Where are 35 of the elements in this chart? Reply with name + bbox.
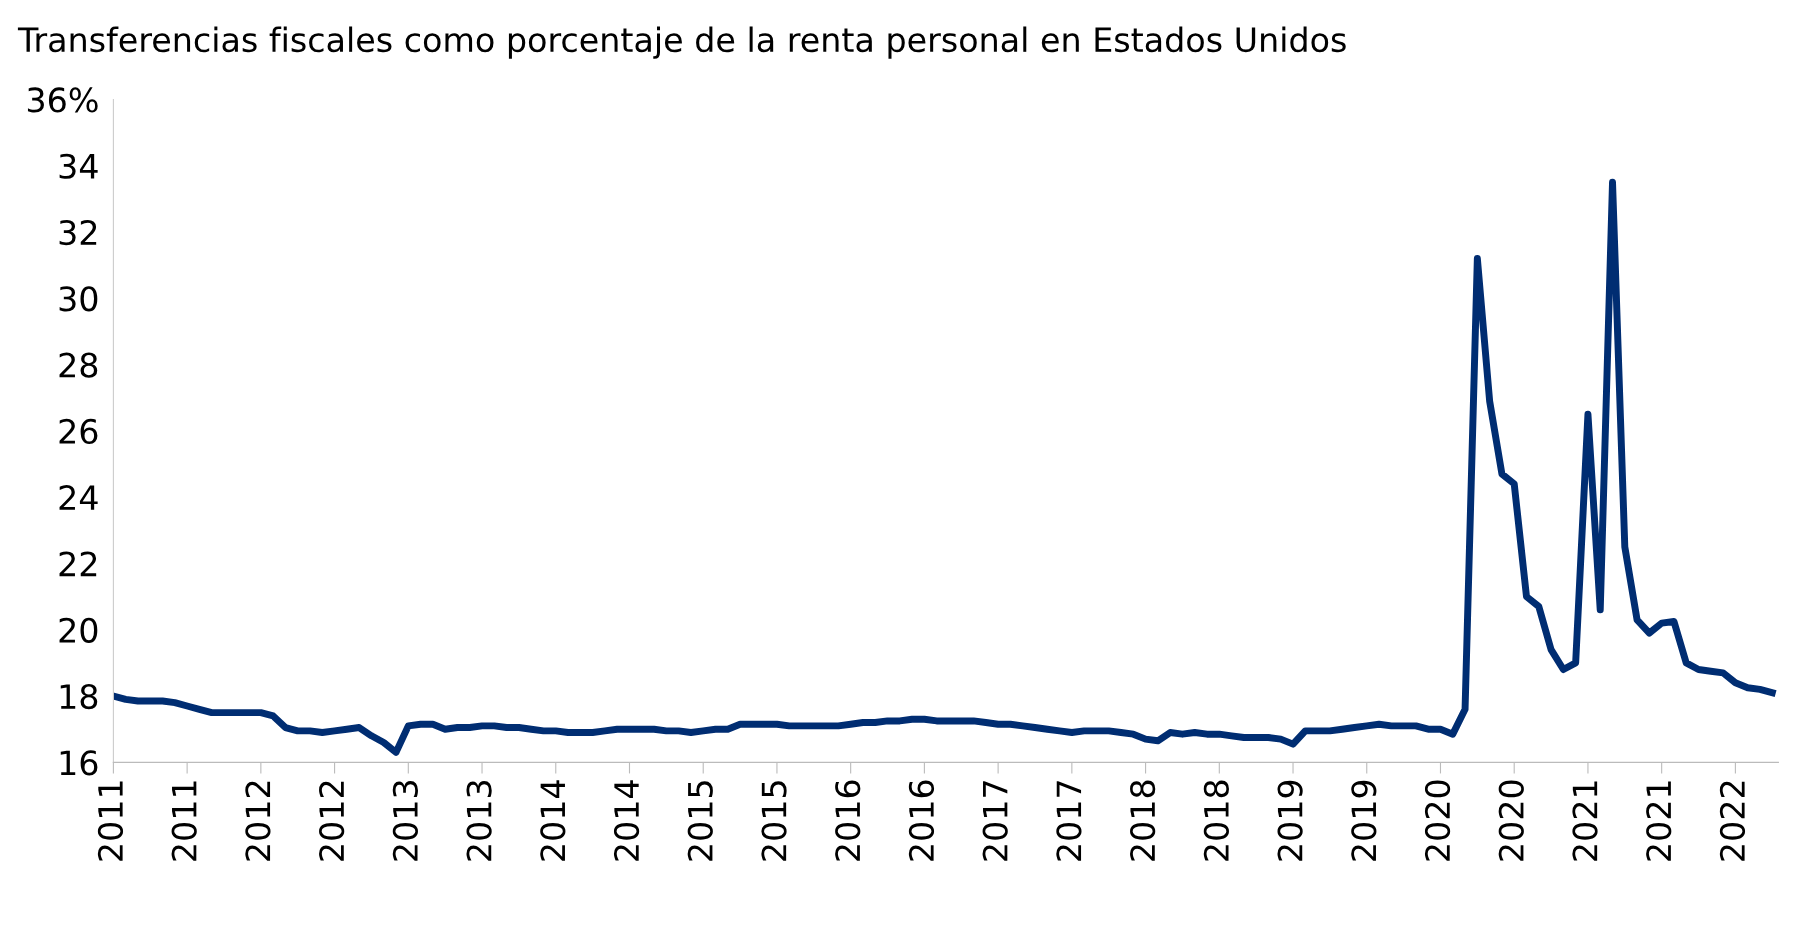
x-tick-label: 2012 — [319, 781, 345, 861]
y-tick-label: 34 — [59, 153, 98, 179]
x-tick-label: 2015 — [761, 781, 787, 861]
x-tick-label: 2018 — [1130, 780, 1156, 861]
x-tick-label: 2018 — [1203, 780, 1229, 861]
y-tick-label: 18 — [60, 683, 98, 710]
x-tick-label: 2011 — [171, 781, 197, 861]
y-tick-label: 24 — [59, 485, 98, 510]
x-tick-label: 2017 — [1056, 781, 1082, 861]
x-tick-label: 2016 — [835, 780, 861, 861]
y-tick-label: 36% — [27, 87, 98, 113]
x-tick-label: 2015 — [687, 781, 713, 861]
x-tick-label: 2011 — [97, 781, 124, 861]
x-tick-label: 2020 — [1498, 780, 1524, 861]
y-tick-label: 28 — [59, 352, 98, 378]
y-tick-label: 32 — [59, 219, 97, 246]
y-tick-label: 26 — [59, 418, 98, 445]
x-tick-label: 2014 — [540, 780, 566, 861]
chart-title: Transferencias fiscales como porcentaje de la renta personal en Estados Unidos — [17, 26, 1346, 59]
x-tick-label: 2022 — [1719, 781, 1746, 861]
y-tick-label: 20 — [59, 617, 98, 643]
x-tick-label: 2019 — [1277, 780, 1303, 861]
x-tick-label: 2019 — [1351, 780, 1377, 861]
x-tick-label: 2017 — [982, 781, 1008, 861]
x-tick-label: 2020 — [1424, 780, 1451, 861]
x-tick-label: 2021 — [1646, 781, 1672, 861]
y-tick-label: 16 — [60, 750, 98, 776]
y-tick-label: 30 — [59, 286, 98, 312]
x-tick-label: 2012 — [245, 781, 271, 861]
x-tick-label: 2014 — [613, 780, 640, 861]
x-tick-label: 2021 — [1572, 781, 1598, 861]
x-tick-label: 2013 — [466, 780, 492, 861]
x-tick-label: 2013 — [392, 780, 418, 861]
y-tick-label: 22 — [59, 551, 97, 577]
x-tick-label: 2016 — [908, 780, 935, 861]
